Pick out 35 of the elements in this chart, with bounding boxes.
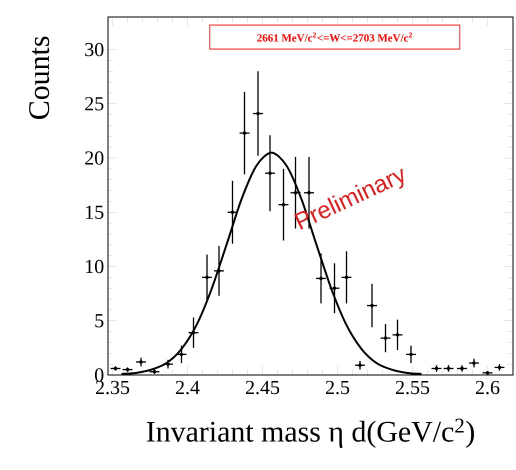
y-tick-label: 0 <box>94 368 104 382</box>
y-tick-label: 15 <box>86 206 104 219</box>
x-tick-label: 2.45 <box>246 380 280 394</box>
point <box>319 276 323 280</box>
y-tick-label: 10 <box>86 260 104 274</box>
x-tick-label: 2.55 <box>396 380 430 394</box>
point <box>472 361 476 365</box>
x-tick-label: 2.5 <box>326 380 350 394</box>
point <box>358 364 362 367</box>
x-tick-label: 2.35 <box>96 380 130 394</box>
point <box>344 276 348 280</box>
y-tick-label: 25 <box>85 97 104 110</box>
point <box>166 362 170 366</box>
point <box>230 210 234 214</box>
point <box>370 304 374 308</box>
point <box>256 112 260 116</box>
y-axis-title: Counts <box>29 36 50 119</box>
point <box>409 352 413 356</box>
annotation: 2661 MeV/c$^{2}$<=W<=2703 MeV/c$^{2}$ <box>257 32 412 42</box>
y-tick-label: 20 <box>85 151 104 165</box>
point <box>268 172 272 175</box>
x-axis-title: Invariant mass η d(GeV/c$^{2}$) <box>146 418 474 448</box>
point <box>205 276 209 280</box>
point <box>192 330 196 334</box>
point <box>242 131 246 135</box>
point <box>396 333 400 337</box>
y-tick-label: 30 <box>85 42 104 56</box>
point <box>384 336 388 340</box>
x-tick-label: 2.4 <box>176 380 200 394</box>
point <box>332 286 336 290</box>
y-tick-label: 5 <box>95 314 104 328</box>
point <box>282 202 286 206</box>
x-tick-label: 2.6 <box>476 380 500 394</box>
point <box>139 360 143 364</box>
point <box>180 352 184 356</box>
